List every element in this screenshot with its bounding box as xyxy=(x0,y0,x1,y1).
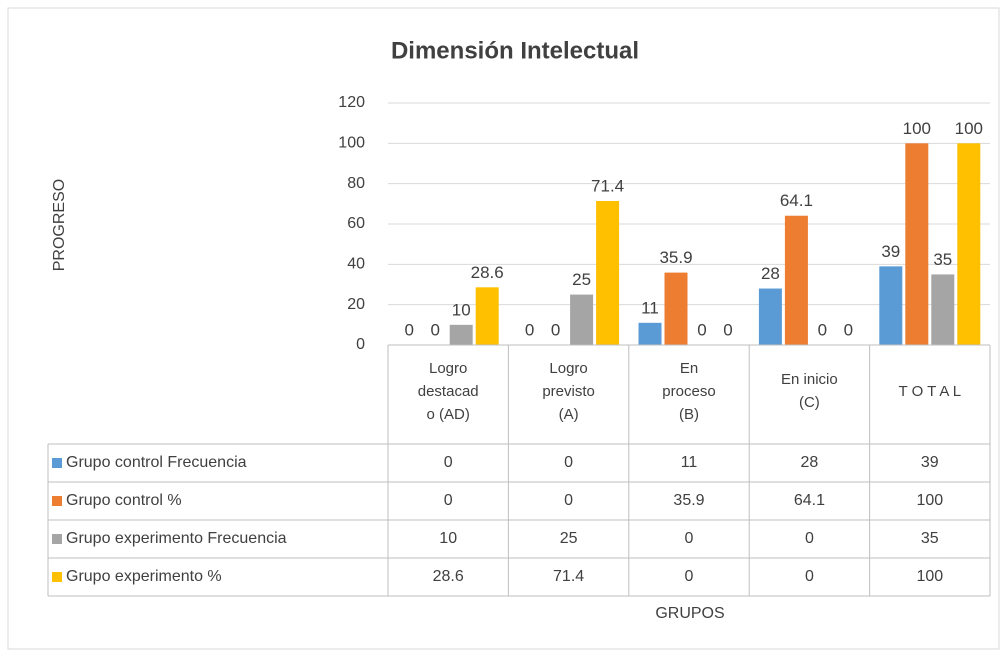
data-label: 100 xyxy=(903,119,931,138)
table-value: 28.6 xyxy=(433,568,464,585)
chart-border xyxy=(7,7,1000,650)
y-tick-label: 120 xyxy=(338,94,365,111)
data-label: 11 xyxy=(641,298,659,317)
bar xyxy=(596,201,620,345)
data-label: 0 xyxy=(551,320,560,339)
category-cell: En proceso (B) xyxy=(662,359,716,423)
table-value: 35.9 xyxy=(673,492,704,509)
table-value: 0 xyxy=(685,530,694,547)
bar xyxy=(957,143,981,345)
category-cell: En inicio (C) xyxy=(781,371,838,411)
bar xyxy=(449,324,473,345)
table-value: 0 xyxy=(444,454,453,471)
table-value: 39 xyxy=(921,454,939,471)
data-label: 0 xyxy=(430,320,439,339)
category-cell: T O T A L xyxy=(898,382,962,400)
x-tick-label: Logro destacado (AD) xyxy=(417,359,479,423)
data-label: 25 xyxy=(572,270,591,289)
legend-label: Grupo control Frecuencia xyxy=(66,454,247,471)
table-value: 0 xyxy=(805,530,814,547)
y-tick-label: 0 xyxy=(356,336,365,353)
x-tick-label: T O T A L xyxy=(898,382,962,400)
data-label: 0 xyxy=(525,320,534,339)
data-label: 28.6 xyxy=(471,263,504,282)
y-tick-label: 20 xyxy=(347,296,365,313)
bar xyxy=(758,288,782,345)
legend-label: Grupo experimento Frecuencia xyxy=(66,530,287,547)
bar xyxy=(664,272,688,345)
legend-key xyxy=(52,534,62,544)
table-value: 100 xyxy=(916,568,943,585)
x-tick-label: En inicio (C) xyxy=(781,371,838,411)
table-value: 0 xyxy=(564,454,573,471)
legend-key xyxy=(52,572,62,582)
table-value: 64.1 xyxy=(794,492,825,509)
x-tick-label: En proceso (B) xyxy=(662,359,716,423)
table-value: 71.4 xyxy=(553,568,584,585)
legend-key xyxy=(52,496,62,506)
table-value: 25 xyxy=(560,530,578,547)
table-value: 0 xyxy=(805,568,814,585)
chart-title: Dimensión Intelectual xyxy=(391,37,639,64)
table-value: 28 xyxy=(801,454,819,471)
data-label: 35.9 xyxy=(659,248,692,267)
legend-label: Grupo experimento % xyxy=(66,568,222,585)
table-value: 35 xyxy=(921,530,939,547)
category-cell: Logro previsto (A) xyxy=(542,359,595,423)
bar xyxy=(784,215,808,345)
table-value: 100 xyxy=(916,492,943,509)
data-label: 0 xyxy=(818,320,827,339)
category-cell: Logro destacado (AD) xyxy=(417,359,479,423)
y-tick-label: 40 xyxy=(347,256,365,273)
table-value: 0 xyxy=(564,492,573,509)
table-value: 0 xyxy=(444,492,453,509)
data-label: 0 xyxy=(844,320,853,339)
bar xyxy=(879,266,903,345)
bar xyxy=(931,274,955,345)
data-label: 0 xyxy=(697,320,706,339)
data-label: 10 xyxy=(452,300,471,319)
table-value: 0 xyxy=(685,568,694,585)
bar xyxy=(475,287,499,345)
bar xyxy=(570,294,594,345)
legend-key xyxy=(52,458,62,468)
data-label: 39 xyxy=(881,242,900,261)
y-axis-label: PROGRESO xyxy=(51,179,68,271)
y-tick-label: 100 xyxy=(338,135,365,152)
x-axis-label: GRUPOS xyxy=(655,605,724,622)
data-label: 64.1 xyxy=(780,191,813,210)
legend-label: Grupo control % xyxy=(66,492,182,509)
data-label: 100 xyxy=(955,119,983,138)
x-tick-label: Logro previsto (A) xyxy=(542,359,595,423)
data-label: 71.4 xyxy=(591,176,624,195)
y-tick-label: 80 xyxy=(347,175,365,192)
bar xyxy=(905,143,929,345)
y-tick-label: 60 xyxy=(347,215,365,232)
data-label: 35 xyxy=(933,250,952,269)
table-value: 10 xyxy=(439,530,457,547)
data-label: 0 xyxy=(404,320,413,339)
bar xyxy=(638,322,662,345)
data-label: 28 xyxy=(761,264,780,283)
table-value: 11 xyxy=(681,454,698,471)
data-label: 0 xyxy=(723,320,732,339)
